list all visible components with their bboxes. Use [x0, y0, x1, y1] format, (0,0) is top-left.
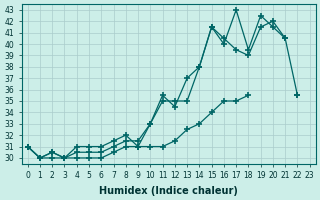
- X-axis label: Humidex (Indice chaleur): Humidex (Indice chaleur): [99, 186, 238, 196]
